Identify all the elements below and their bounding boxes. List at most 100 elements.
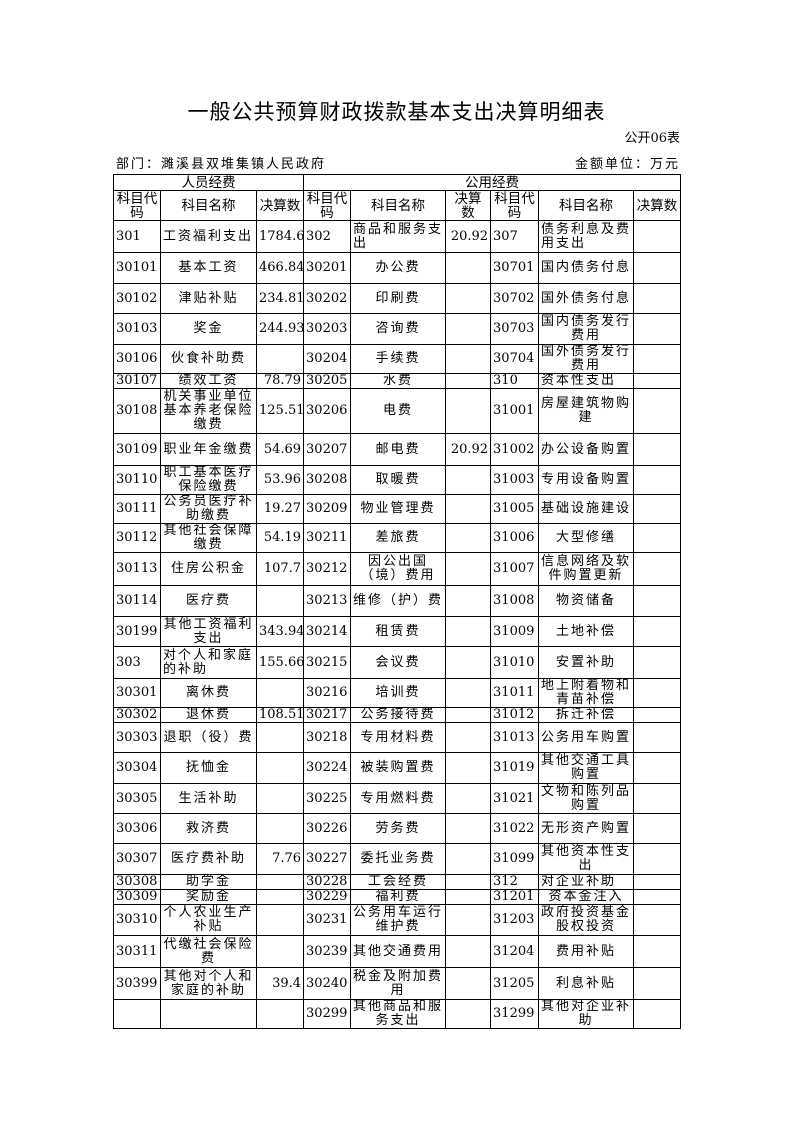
cell-amount: 234.81 [255,283,305,314]
cell-name: 公务员医疗补助缴费 [160,494,257,524]
cell-name: 个人农业生产补贴 [160,904,257,936]
cell-amount [445,843,492,875]
cell-amount [255,813,305,844]
cell-amount [445,283,492,314]
cell-name: 对企业补助 [538,874,635,890]
cell-amount: 244.93 [255,313,305,345]
cell-code: 31013 [490,722,540,753]
cell-amount: 1784.63 [255,220,305,253]
cell-amount [633,388,682,434]
cell-amount [445,707,492,723]
table-row: 30107 绩效工资 78.79 30205 水费 310 资本性支出 [113,373,682,389]
cell-name: 其他对企业补助 [538,999,635,1029]
table-row: 30113 住房公积金 107.7 30212 因公出国（境）费用 31007 信息网络及软… [113,552,682,586]
cell-amount: 20.92 [445,220,492,253]
cell-name: 委托业务费 [350,843,447,875]
cell-amount [633,967,682,1000]
cell-name: 拆迁补偿 [538,707,635,723]
cell-code: 30307 [113,843,161,875]
table-row: 30102 津贴补贴 234.81 30202 印刷费 30702 国外债务付息 [113,283,682,314]
table-row: 30101 基本工资 466.84 30201 办公费 30701 国内债务付息 [113,252,682,284]
cell-name: 奖励金 [160,889,257,905]
cell-amount: 53.96 [255,465,305,495]
cell-amount [255,935,305,968]
cell-code: 31011 [490,678,540,708]
cell-name: 抚恤金 [160,752,257,784]
cell-amount [445,967,492,1000]
cell-amount [255,999,305,1029]
cell-code: 30701 [490,252,540,284]
cell-amount [633,752,682,784]
cell-amount [445,523,492,553]
cell-amount [445,252,492,284]
cell-amount [255,874,305,890]
cell-amount [633,552,682,586]
cell-code: 30204 [303,344,352,374]
table-row: 30304 抚恤金 30224 被装购置费 31019 其他交通工具购置 [113,752,682,784]
cell-name: 医疗费补助 [160,843,257,875]
table-body: 301工资福利支出1784.63302商品和服务支出20.92307债务利息及费… [113,220,682,1029]
cell-code: 30311 [113,935,161,968]
cell-code: 302 [303,220,352,253]
cell-amount: 39.4 [255,967,305,1000]
cell-amount [633,904,682,936]
cell-name: 奖金 [160,313,257,345]
cell-code: 31021 [490,783,540,814]
cell-code: 307 [490,220,540,253]
cell-amount: 107.7 [255,552,305,586]
cell-name: 专用设备购置 [538,465,635,495]
cell-code: 30103 [113,313,161,345]
cell-code: 30704 [490,344,540,374]
cell-code: 31203 [490,904,540,936]
cell-name: 文物和陈列品购置 [538,783,635,814]
expenditure-table: 人员经费 公用经费 科目代码 科目名称 决算数 科目代码 科目名称 决算数 科目代码 科目名称… [112,174,682,1029]
table-row: 30311 代缴社会保险费 30239 其他交通费用 31204 费用补贴 [113,935,682,968]
cell-code: 30227 [303,843,352,875]
cell-name: 利息补贴 [538,967,635,1000]
cell-name: 基础设施建设 [538,494,635,524]
cell-amount [633,585,682,617]
cell-name: 电费 [350,388,447,434]
cell-name: 办公费 [350,252,447,284]
cell-name: 信息网络及软件购置更新 [538,552,635,586]
cell-code: 30301 [113,678,161,708]
table-row: 30109 职业年金缴费 54.69 30207 邮电费 20.92 31002 办公设备购置 [113,433,682,466]
cell-name: 物资储备 [538,585,635,617]
cell-name: 维修（护）费 [350,585,447,617]
table-row: 30399 其他对个人和家庭的补助 39.4 30240 税金及附加费用 31205 利息补… [113,967,682,1000]
cell-amount [633,523,682,553]
cell-code: 30107 [113,373,161,389]
cell-code: 30309 [113,889,161,905]
cell-name: 退休费 [160,707,257,723]
cell-name: 政府投资基金股权投资 [538,904,635,936]
cell-amount [633,252,682,284]
group-header-row: 人员经费 公用经费 [112,174,682,191]
cell-code: 30212 [303,552,352,586]
cell-name: 印刷费 [350,283,447,314]
cell-amount: 19.27 [255,494,305,524]
cell-amount [633,843,682,875]
cell-code: 310 [490,373,540,389]
group-header-public: 公用经费 [303,174,682,191]
cell-code: 30217 [303,707,352,723]
cell-amount [255,344,305,374]
cell-name [160,999,257,1029]
cell-amount [445,935,492,968]
cell-name: 绩效工资 [160,373,257,389]
cell-amount [255,752,305,784]
cell-code: 30215 [303,646,352,679]
cell-name: 工资福利支出 [160,220,257,253]
cell-amount [633,813,682,844]
cell-name: 土地补偿 [538,616,635,647]
cell-amount [633,433,682,466]
cell-name: 救济费 [160,813,257,844]
cell-amount [633,935,682,968]
cell-amount: 343.94 [255,616,305,647]
column-header-code: 科目代码 [303,190,352,221]
cell-amount [445,813,492,844]
cell-name: 被装购置费 [350,752,447,784]
cell-code: 312 [490,874,540,890]
cell-code: 30111 [113,494,161,524]
column-header-row: 科目代码 科目名称 决算数 科目代码 科目名称 决算数 科目代码 科目名称 决算数 [113,190,682,221]
cell-name: 国外债务付息 [538,283,635,314]
